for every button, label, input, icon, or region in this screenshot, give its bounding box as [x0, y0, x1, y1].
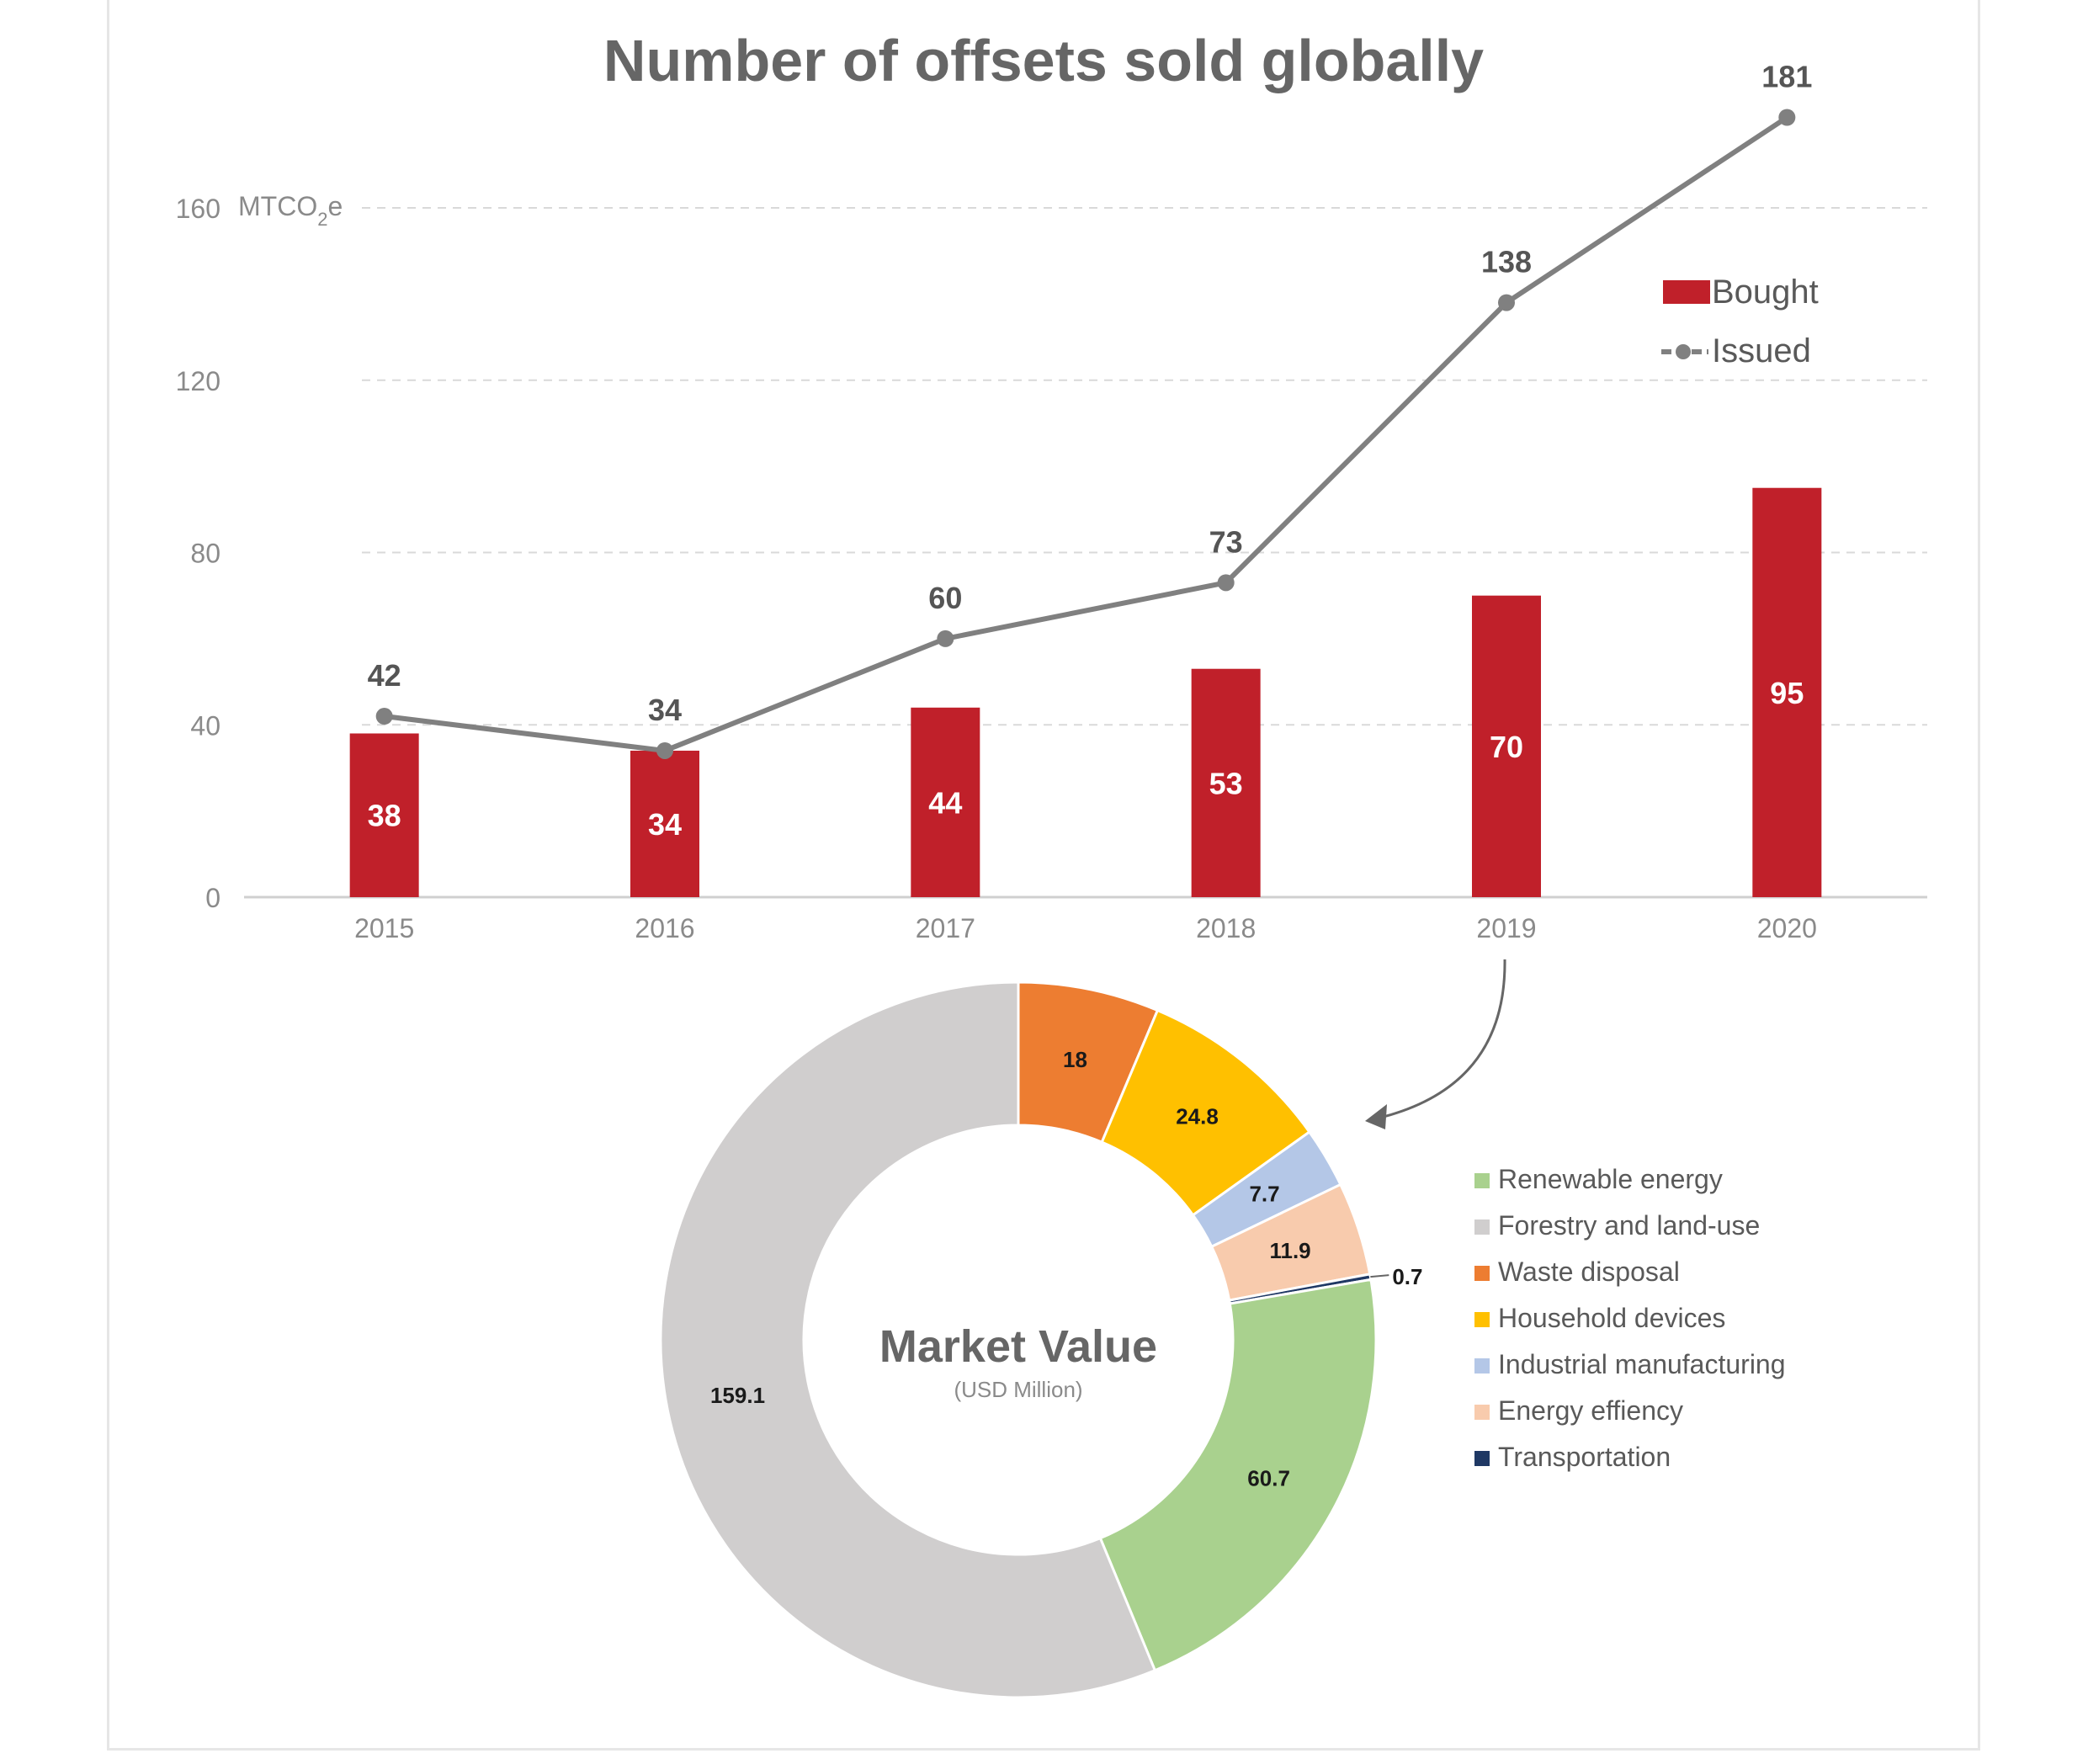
- y-axis-unit: MTCO2e: [238, 191, 343, 230]
- legend-label-bought: Bought: [1712, 274, 1819, 311]
- bar-bought: [1752, 487, 1822, 897]
- legend-marker-issued: [1676, 344, 1691, 359]
- bar-value-label: 44: [928, 785, 962, 820]
- issued-value-label: 181: [1761, 60, 1812, 94]
- arrow-head: [1365, 1104, 1387, 1129]
- donut-leader-line: [1370, 1274, 1389, 1278]
- bar-bought: [630, 750, 699, 897]
- bar-bought: [1191, 668, 1261, 897]
- issued-value-label: 34: [648, 693, 682, 727]
- legend-swatch: [1474, 1173, 1490, 1188]
- y-tick-label: 160: [176, 194, 220, 224]
- donut-value-label: 18: [1063, 1047, 1087, 1072]
- issued-point: [937, 630, 954, 647]
- donut-value-label: 0.7: [1392, 1264, 1422, 1289]
- donut-value-label: 11.9: [1269, 1238, 1310, 1263]
- legend-swatch: [1474, 1451, 1490, 1466]
- issued-point: [1217, 574, 1235, 592]
- bar-bought: [911, 707, 980, 897]
- donut-title: Market Value: [879, 1321, 1157, 1372]
- legend-label: Waste disposal: [1498, 1257, 1680, 1287]
- bar-bought: [1472, 595, 1541, 897]
- issued-point: [656, 741, 673, 759]
- legend-swatch-bought: [1663, 280, 1710, 304]
- donut-value-label: 7.7: [1249, 1182, 1279, 1207]
- x-tick-label: 2017: [916, 913, 975, 943]
- donut-legend: Renewable energy Forestry and land-use Was…: [1474, 1164, 1786, 1472]
- gridlines: [244, 207, 1927, 899]
- y-axis: 0 40 80 120 160: [176, 194, 220, 913]
- x-tick-label: 2015: [354, 913, 414, 943]
- legend-label: Transportation: [1498, 1442, 1671, 1472]
- bought-bars: 38 34 44 53 70 95: [349, 487, 1822, 897]
- market-value-donut: 18 24.8 7.7 11.9 0.7 60.7 159.1: [659, 980, 1423, 1699]
- y-tick-label: 80: [190, 539, 220, 569]
- issued-line: 42 34 60 73 138 181: [368, 60, 1812, 759]
- donut-value-label: 24.8: [1176, 1104, 1219, 1129]
- chart-title: Number of offsets sold globally: [603, 28, 1484, 93]
- figure-frame: [107, 0, 1980, 1751]
- x-tick-label: 2016: [635, 913, 694, 943]
- donut-value-label: 60.7: [1247, 1465, 1290, 1490]
- y-tick-label: 0: [205, 883, 220, 913]
- legend-swatch: [1474, 1312, 1490, 1327]
- bar-value-label: 34: [648, 807, 682, 842]
- issued-value-label: 138: [1481, 245, 1532, 279]
- y-tick-label: 120: [176, 366, 220, 396]
- legend-label: Energy effiency: [1498, 1395, 1683, 1426]
- bar-value-label: 38: [368, 799, 401, 833]
- issued-value-label: 73: [1209, 524, 1243, 559]
- x-tick-label: 2019: [1476, 913, 1536, 943]
- issued-point: [1778, 109, 1796, 126]
- legend-label: Industrial manufacturing: [1498, 1349, 1786, 1379]
- y-tick-label: 40: [190, 710, 220, 741]
- issued-value-label: 42: [368, 658, 401, 693]
- legend-label: Household devices: [1498, 1303, 1725, 1333]
- x-axis: 2015 2016 2017 2018 2019 2020: [354, 913, 1817, 943]
- bar-value-label: 70: [1490, 730, 1523, 764]
- x-tick-label: 2018: [1196, 913, 1256, 943]
- legend-label: Forestry and land-use: [1498, 1210, 1760, 1241]
- legend-swatch: [1474, 1405, 1490, 1420]
- legend-swatch: [1474, 1358, 1490, 1373]
- issued-point: [1498, 294, 1515, 311]
- bar-value-label: 53: [1209, 766, 1243, 800]
- issued-point: [375, 708, 393, 725]
- legend-label: Renewable energy: [1498, 1164, 1723, 1194]
- issued-value-label: 60: [928, 581, 962, 615]
- issued-series-line: [384, 115, 1788, 754]
- bar-bought: [349, 733, 419, 897]
- x-tick-label: 2020: [1757, 913, 1817, 943]
- arrow-2019-to-donut: [1379, 959, 1506, 1119]
- legend-label-issued: Issued: [1712, 332, 1811, 369]
- bar-value-label: 95: [1770, 676, 1804, 710]
- chart-legend: Bought Issued: [1661, 274, 1819, 369]
- donut-slice: [1098, 1278, 1378, 1672]
- legend-swatch: [1474, 1219, 1490, 1235]
- donut-slice: [659, 980, 1157, 1699]
- donut-value-label: 159.1: [710, 1383, 765, 1408]
- donut-subtitle: (USD Million): [954, 1377, 1082, 1402]
- legend-swatch: [1474, 1266, 1490, 1281]
